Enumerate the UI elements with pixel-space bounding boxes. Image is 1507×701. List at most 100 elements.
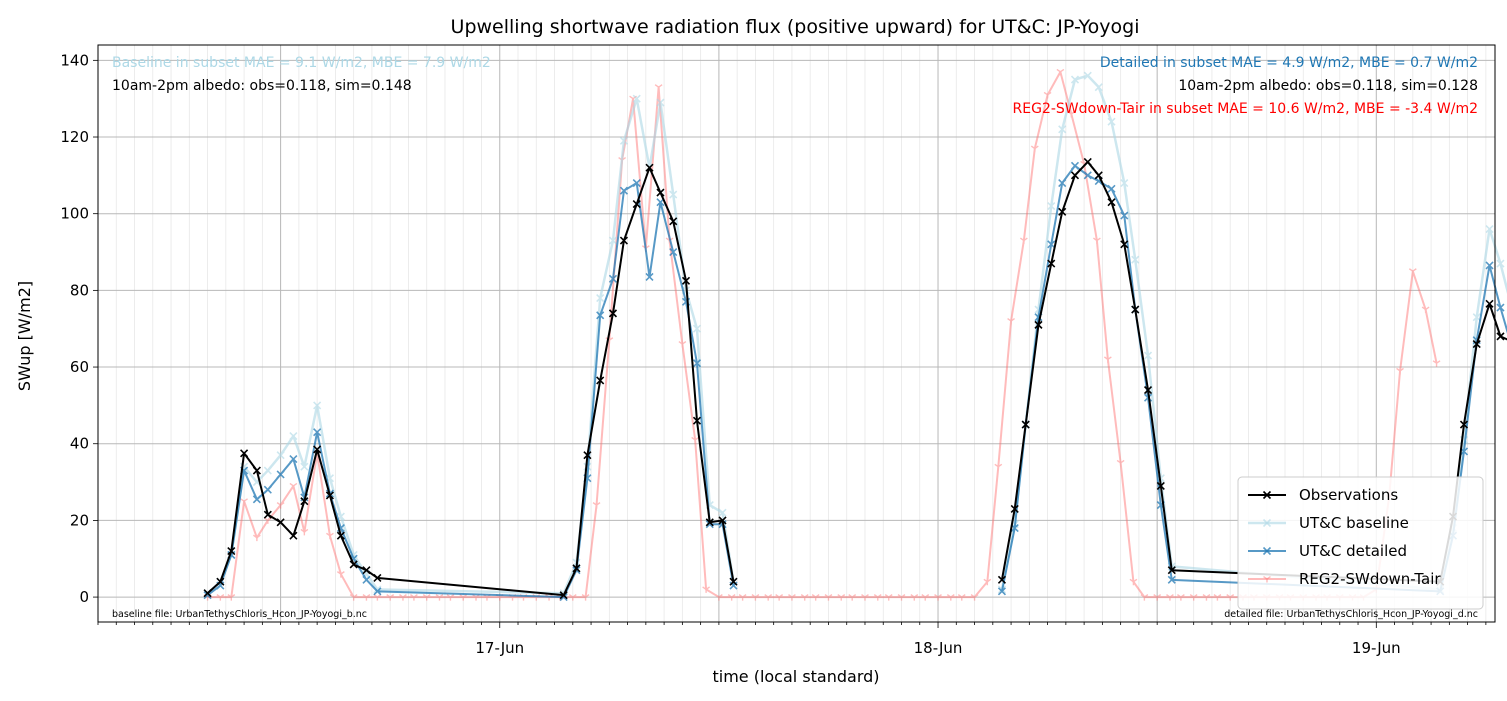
data-point — [1056, 68, 1065, 76]
legend-marker — [1263, 575, 1271, 583]
data-point — [326, 532, 334, 540]
data-point — [362, 575, 371, 584]
data-point — [1107, 198, 1116, 207]
data-point — [632, 178, 641, 188]
data-point — [263, 466, 272, 475]
x-tick-label: 19-Jun — [1352, 639, 1401, 657]
data-point — [702, 586, 711, 593]
data-point — [1143, 351, 1153, 360]
data-point — [1030, 145, 1039, 153]
legend-item: UT&C baseline — [1248, 514, 1409, 532]
data-point — [910, 594, 919, 601]
data-point — [705, 518, 714, 527]
data-point — [1485, 299, 1494, 308]
data-point — [656, 188, 665, 197]
data-point — [581, 594, 590, 601]
data-point — [788, 594, 796, 601]
detailed-file-note: detailed file: UrbanTethysChloris_Hcon_J… — [1224, 609, 1478, 620]
data-point — [1058, 207, 1067, 216]
series-line — [206, 166, 735, 597]
data-point — [1143, 385, 1153, 395]
data-point — [997, 587, 1007, 596]
data-point — [692, 416, 702, 425]
data-point — [240, 498, 248, 505]
data-point — [656, 98, 665, 107]
data-point — [1496, 332, 1505, 341]
series-observations — [203, 157, 1507, 600]
data-point — [1485, 261, 1494, 270]
legend-label: Observations — [1299, 486, 1398, 504]
data-point — [1010, 504, 1019, 513]
plot-frame — [97, 44, 1496, 623]
data-point — [572, 564, 581, 573]
data-point — [1129, 578, 1138, 586]
data-point — [252, 534, 261, 542]
data-point — [1432, 360, 1441, 367]
data-point — [1107, 184, 1116, 193]
data-point — [1083, 71, 1092, 80]
data-point — [313, 401, 322, 410]
data-point — [1496, 259, 1505, 268]
data-point — [1047, 259, 1056, 268]
data-point — [1167, 566, 1176, 575]
data-point — [1047, 201, 1056, 211]
data-point — [1092, 237, 1101, 245]
data-point — [1167, 575, 1176, 584]
data-point — [1166, 594, 1174, 601]
data-point — [289, 431, 298, 441]
data-point — [1131, 255, 1140, 264]
x-axis-label: time (local standard) — [712, 667, 879, 686]
data-point — [1058, 125, 1067, 134]
data-point — [608, 309, 618, 318]
legend: Observations UT&C baseline UT&C detailed RE… — [1237, 476, 1484, 610]
data-point — [1459, 420, 1469, 429]
data-point — [1120, 240, 1129, 249]
data-point — [837, 594, 846, 601]
series-line — [1000, 160, 1507, 583]
data-point — [263, 485, 272, 494]
data-point — [645, 272, 654, 282]
series-layer — [203, 68, 1507, 602]
data-point — [1213, 594, 1222, 601]
data-point — [276, 451, 285, 460]
data-point — [216, 577, 225, 586]
data-point — [386, 594, 395, 601]
y-tick-label: 120 — [60, 128, 89, 146]
data-point — [1007, 318, 1015, 325]
data-point — [921, 594, 930, 601]
data-point — [1156, 481, 1165, 490]
data-point — [692, 359, 702, 368]
legend-marker — [1262, 490, 1272, 500]
data-point — [1021, 420, 1030, 429]
data-point — [289, 482, 298, 490]
legend-label: UT&C detailed — [1299, 542, 1407, 560]
data-point — [410, 594, 418, 601]
data-point — [1043, 91, 1052, 99]
baseline-albedo: 10am-2pm albedo: obs=0.118, sim=0.148 — [112, 78, 412, 94]
data-point — [227, 547, 236, 556]
y-tick-label: 140 — [60, 51, 89, 69]
data-point — [240, 449, 249, 458]
data-point — [1070, 75, 1080, 84]
data-point — [1103, 356, 1112, 363]
y-tick-label: 80 — [70, 281, 89, 299]
data-point — [751, 594, 760, 601]
data-point — [300, 462, 309, 471]
data-point — [970, 594, 979, 601]
data-point — [1408, 268, 1417, 275]
data-point — [227, 594, 236, 601]
data-point — [669, 247, 678, 257]
data-point — [1140, 594, 1149, 601]
data-point — [313, 428, 322, 437]
data-point — [1094, 83, 1103, 92]
legend-item: REG2-SWdown-Tair — [1248, 570, 1441, 588]
data-point — [313, 445, 322, 454]
y-tick-label: 0 — [79, 588, 89, 606]
data-point — [349, 560, 358, 569]
data-point — [1120, 178, 1129, 188]
data-point — [1153, 594, 1162, 601]
data-point — [583, 451, 592, 460]
data-point — [1131, 305, 1140, 314]
y-tick-label: 60 — [70, 358, 89, 376]
